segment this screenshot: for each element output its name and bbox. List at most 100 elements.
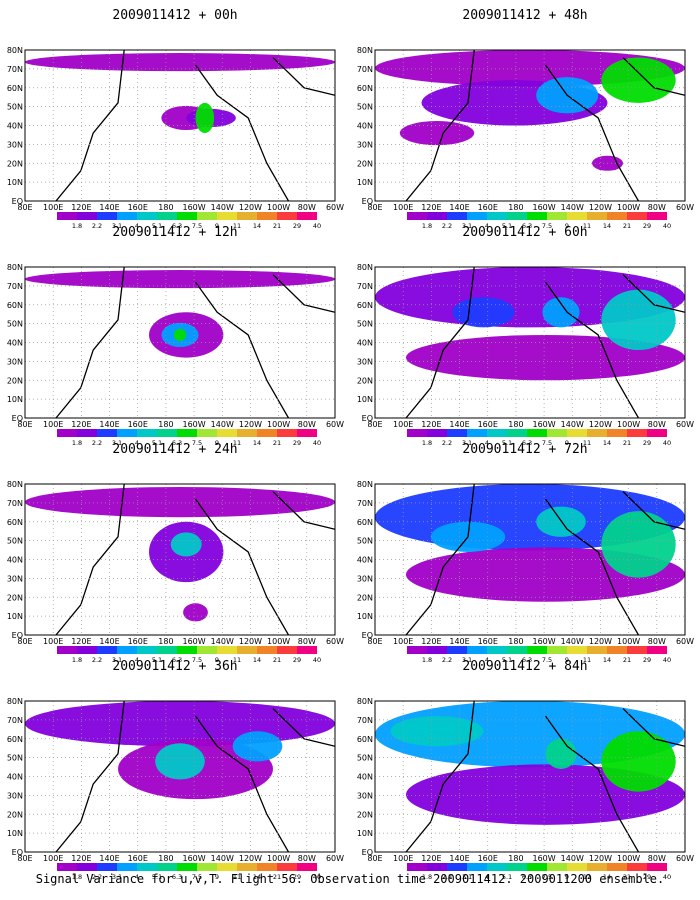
variance-shading (390, 716, 484, 747)
colorbar-label: 14 (603, 439, 611, 445)
x-tick-label: 80W (648, 203, 666, 212)
colorbar-label: 9 (565, 656, 569, 662)
colorbar-swatch (547, 863, 567, 871)
x-tick-label: 180 (158, 203, 173, 212)
colorbar-label: 2.2 (92, 873, 102, 879)
colorbar-label: 6.3 (172, 873, 182, 879)
colorbar-label: 29 (293, 656, 301, 662)
colorbar-label: 1.8 (72, 656, 82, 662)
colorbar-swatch (57, 646, 77, 654)
colorbar-label: 3.1 (112, 439, 122, 445)
y-tick-label: 60N (7, 518, 23, 527)
colorbar-swatch (157, 429, 177, 437)
x-tick-label: 80E (367, 203, 382, 212)
y-tick-label: 60N (357, 735, 373, 744)
map-frame (24, 700, 336, 853)
colorbar-label: 5.1 (502, 222, 512, 228)
colorbar-label: 29 (293, 222, 301, 228)
x-tick-label: 100W (617, 420, 640, 429)
y-tick-label: 80N (7, 480, 23, 489)
colorbar-swatch (117, 429, 137, 437)
colorbar-swatch (447, 646, 467, 654)
y-tick-label: EQ (12, 848, 23, 857)
america-coastline (194, 498, 290, 635)
y-tick-label: 20N (7, 159, 23, 168)
x-tick-label: 80W (298, 203, 316, 212)
y-tick-label: 70N (7, 716, 23, 725)
variance-shading (195, 102, 215, 134)
y-tick-label: EQ (362, 848, 373, 857)
colorbar-swatch (217, 429, 237, 437)
colorbar-swatch (297, 646, 317, 654)
map-plot: 80E 100E 120E 140E 160E 180 160W 140W 120W 100W 80… (7, 46, 344, 228)
colorbar-label: 29 (293, 873, 301, 879)
colorbar-swatch (487, 212, 507, 220)
x-tick-label: 120W (589, 420, 612, 429)
variance-shading (25, 270, 335, 289)
arctic-coastline (622, 57, 685, 96)
x-tick-label: 80E (17, 420, 32, 429)
colorbar-label: 1.8 (422, 222, 432, 228)
colorbar-label: 11 (233, 873, 241, 879)
colorbar-swatch (567, 646, 587, 654)
colorbar-swatch (197, 863, 217, 871)
x-tick-label: 60W (676, 854, 694, 863)
x-tick-label: 120E (421, 637, 441, 646)
x-tick-label: 180 (508, 420, 523, 429)
colorbar-label: 4 (485, 656, 489, 662)
x-tick-label: 120W (239, 637, 262, 646)
colorbar-label: 4 (485, 873, 489, 879)
x-tick-label: 140W (211, 854, 234, 863)
x-tick-label: 140W (211, 420, 234, 429)
x-tick-label: 100W (617, 203, 640, 212)
map-frame (24, 483, 336, 636)
colorbar-swatch (197, 429, 217, 437)
colorbar-swatch (297, 863, 317, 871)
colorbar-label: 9 (215, 656, 219, 662)
map-panel: 2009011412 + 24h 80E 100E 120E 140E 160E 180 16… (5, 442, 345, 662)
x-tick-label: 100W (267, 854, 290, 863)
colorbar-swatch (607, 429, 627, 437)
colorbar-label: 40 (663, 656, 671, 662)
colorbar-swatch (647, 863, 667, 871)
x-tick-label: 180 (158, 637, 173, 646)
colorbar-label: 2.2 (442, 439, 452, 445)
x-tick-label: 120W (589, 637, 612, 646)
colorbar-swatch (607, 863, 627, 871)
colorbar-label: 5.1 (502, 656, 512, 662)
colorbar-swatch (237, 212, 257, 220)
y-tick-label: 30N (7, 791, 23, 800)
y-tick-label: 70N (357, 65, 373, 74)
colorbar-label: 11 (583, 439, 591, 445)
colorbar-label: 14 (253, 873, 261, 879)
y-tick-label: 60N (357, 301, 373, 310)
y-tick-label: 30N (357, 357, 373, 366)
y-tick-label: 70N (357, 716, 373, 725)
colorbar-swatch (77, 429, 97, 437)
y-tick-label: EQ (12, 631, 23, 640)
x-tick-label: 100W (267, 420, 290, 429)
panel-title: 2009011412 + 00h (112, 8, 238, 23)
colorbar-label: 11 (233, 439, 241, 445)
panel-title: 2009011412 + 24h (112, 442, 238, 457)
colorbar-label: 21 (273, 222, 281, 228)
x-tick-label: 80E (17, 637, 32, 646)
x-tick-label: 160E (478, 203, 498, 212)
y-tick-label: 30N (357, 791, 373, 800)
colorbar-swatch (627, 212, 647, 220)
colorbar-label: 3.1 (112, 222, 122, 228)
x-tick-label: 100E (393, 854, 413, 863)
colorbar-label: 11 (583, 873, 591, 879)
x-tick-label: 120E (71, 420, 91, 429)
colorbar-swatch (607, 212, 627, 220)
colorbar-swatch (237, 646, 257, 654)
panel-title: 2009011412 + 12h (112, 225, 238, 240)
colorbar-label: 5.1 (502, 873, 512, 879)
colorbar-swatch (587, 429, 607, 437)
colorbar-label: 40 (663, 222, 671, 228)
colorbar-swatch (507, 212, 527, 220)
colorbar-swatch (427, 212, 447, 220)
colorbar-swatch (177, 212, 197, 220)
x-tick-label: 100E (393, 420, 413, 429)
colorbar-swatch (507, 429, 527, 437)
